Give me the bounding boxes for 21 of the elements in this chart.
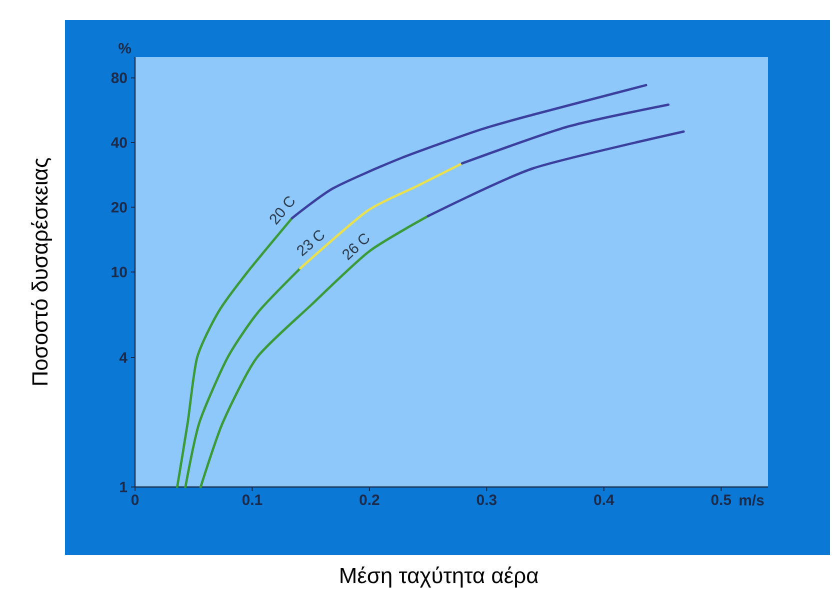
y-tick-label: 20 — [111, 202, 127, 213]
y-axis-title: Ποσοστό δυσαρέσκειας — [30, 158, 52, 385]
text: 26 C — [342, 234, 370, 260]
y-tick-label: 40 — [111, 137, 127, 148]
line-series — [184, 267, 302, 488]
y-tick-label: 1 — [120, 482, 128, 492]
x-tick-label: 0.5 — [711, 494, 732, 506]
x-axis-title: Μέση ταχύτητα αέρα — [340, 566, 538, 588]
text: 23 C — [297, 230, 324, 256]
line-series — [299, 162, 464, 270]
y-tick-label: 10 — [112, 266, 127, 278]
x-tick-label: 0.1 — [242, 494, 262, 506]
x-tick-label: 0 — [131, 494, 139, 506]
x-tick-label: 0.3 — [476, 494, 497, 506]
y-tick-label: 4 — [119, 352, 128, 363]
text: 20 C — [270, 196, 294, 225]
x-tick-label: 0.2 — [360, 494, 380, 506]
x-tick-label: 0.4 — [594, 494, 614, 506]
y-tick-label: 80 — [111, 72, 127, 84]
text: % — [118, 42, 132, 54]
text: m/s — [740, 494, 764, 506]
